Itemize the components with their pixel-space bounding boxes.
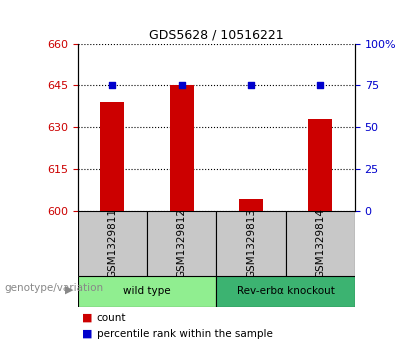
Title: GDS5628 / 10516221: GDS5628 / 10516221 xyxy=(149,28,284,41)
Text: percentile rank within the sample: percentile rank within the sample xyxy=(97,329,273,339)
Bar xyxy=(286,211,355,276)
Bar xyxy=(78,276,216,307)
Point xyxy=(317,82,324,88)
Text: ■: ■ xyxy=(82,329,92,339)
Point xyxy=(178,82,185,88)
Bar xyxy=(100,102,124,211)
Bar xyxy=(216,211,286,276)
Text: count: count xyxy=(97,313,126,323)
Bar xyxy=(239,199,263,211)
Text: GSM1329812: GSM1329812 xyxy=(177,208,186,278)
Bar xyxy=(308,119,332,211)
Text: GSM1329811: GSM1329811 xyxy=(108,208,117,278)
Text: GSM1329813: GSM1329813 xyxy=(246,208,256,278)
Bar xyxy=(78,211,147,276)
Bar xyxy=(147,211,216,276)
Point xyxy=(109,82,116,88)
Text: GSM1329814: GSM1329814 xyxy=(315,208,325,278)
Text: ■: ■ xyxy=(82,313,92,323)
Bar xyxy=(170,85,194,211)
Point xyxy=(248,82,255,88)
Text: wild type: wild type xyxy=(123,286,171,296)
Text: Rev-erbα knockout: Rev-erbα knockout xyxy=(236,286,335,296)
Text: genotype/variation: genotype/variation xyxy=(4,283,103,293)
Bar xyxy=(216,276,355,307)
Text: ▶: ▶ xyxy=(65,285,73,294)
